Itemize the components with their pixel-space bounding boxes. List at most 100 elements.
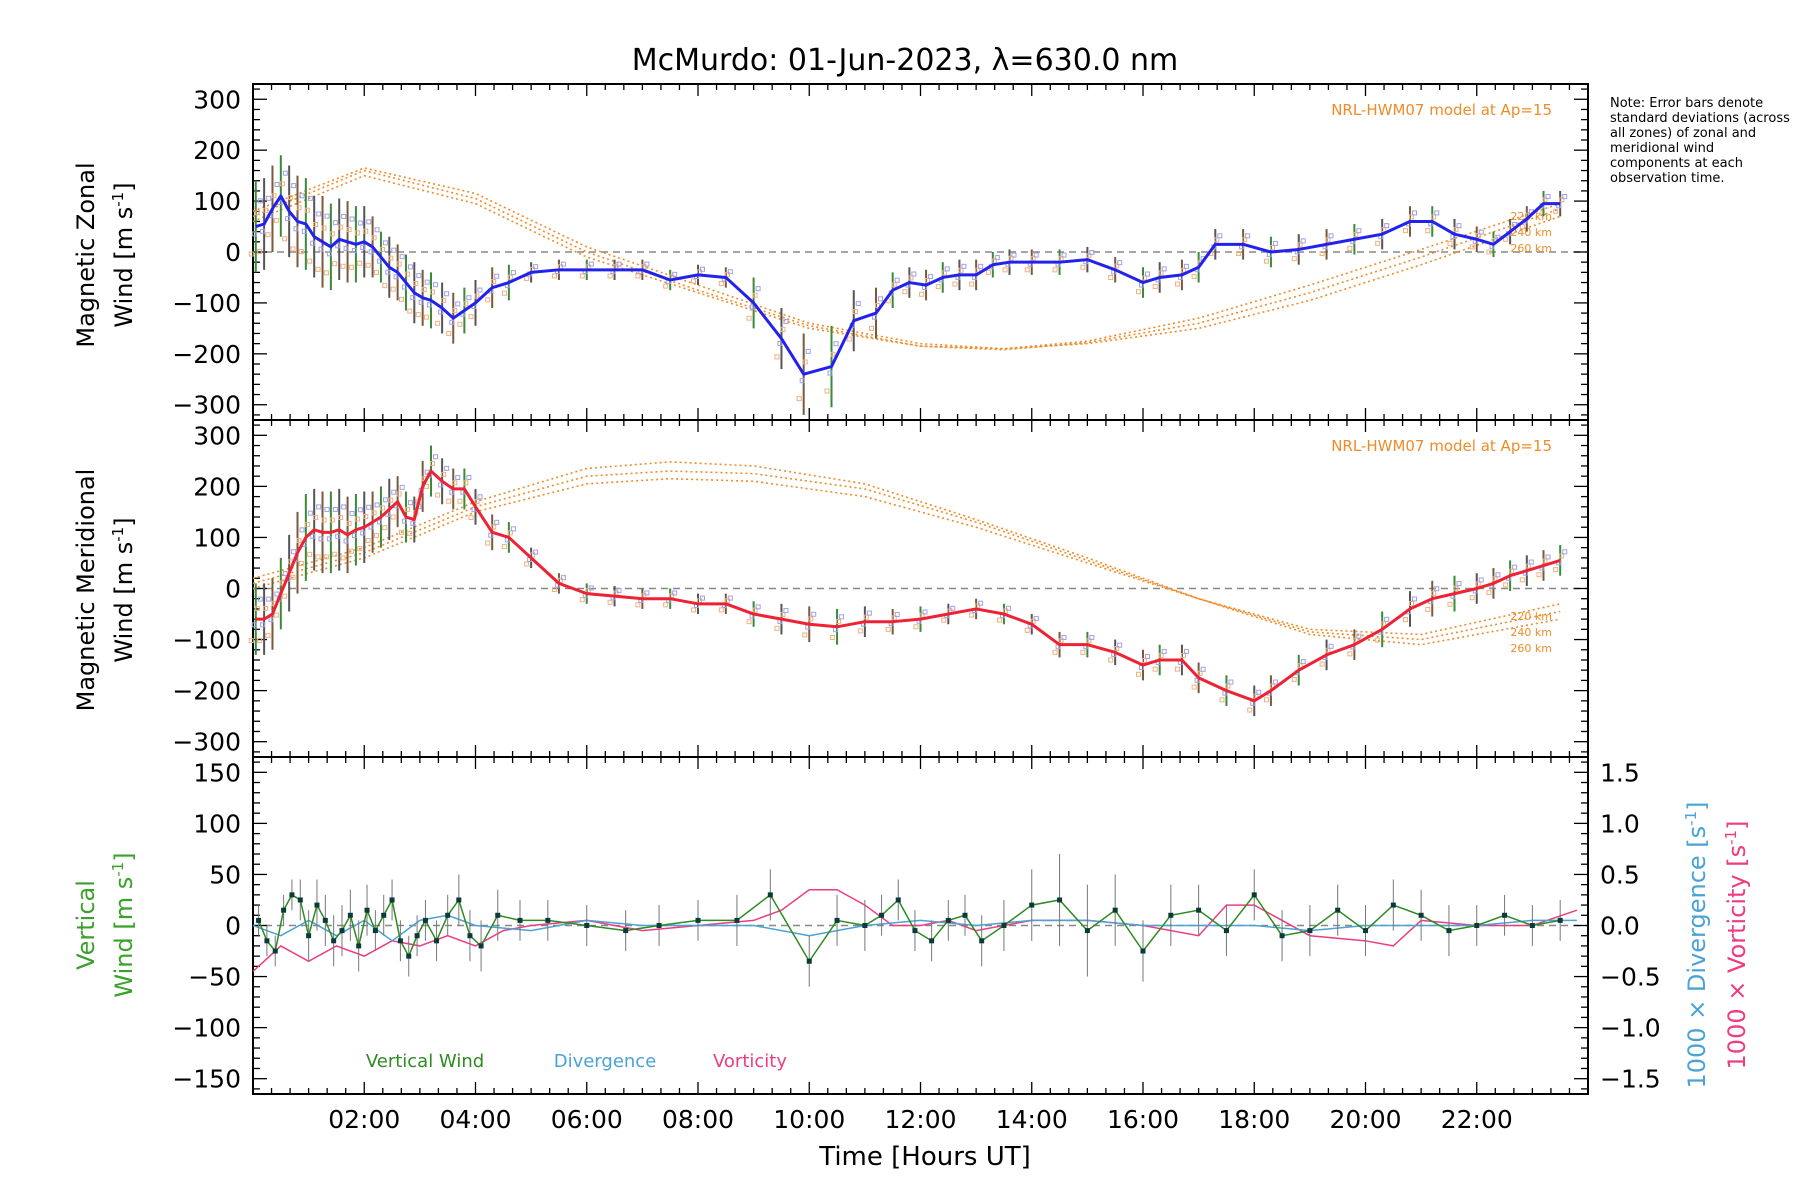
zonal-zone-point [672,271,678,277]
zonal-zone-point [410,295,416,301]
zonal-zone-point [1033,252,1039,258]
zonal-ylabel-line2: Wind [m s-1] [109,182,138,327]
meridional-zone-point [374,502,380,508]
meridional-zone-point [373,532,379,538]
meridional-zone-point [1191,684,1197,690]
zonal-zone-point [427,302,432,308]
x-axis-label: Time [Hours UT] [818,1142,1031,1172]
meridional-zone-point [1347,651,1353,657]
zonal-zone-point [390,286,396,292]
zonal-wind-line [255,194,1561,376]
zonal-zone-point [323,270,329,276]
meridional-zone-point [351,532,357,538]
meridional-zone-point [1086,638,1092,644]
meridional-zone-point [354,516,360,522]
zonal-zone-point [1503,236,1509,242]
zonal-zone-point [1447,240,1453,246]
zonal-zone-point [994,255,1000,261]
zonal-zone-point [393,274,399,280]
zonal-zone-point [855,301,861,307]
zonal-zone-point [1319,251,1325,257]
meridional-zone-point [839,614,845,620]
meridional-zone-point [260,622,266,628]
zonal-zone-point [326,251,332,257]
meridional-zone-point [507,530,513,536]
zonal-zone-point [271,193,277,199]
meridional-zone-point [401,518,407,524]
meridional-zone-point [382,525,388,531]
zonal-zone-point [291,183,297,189]
vertical-y2tick-label: 0.0 [1600,912,1640,941]
zonal-zone-point [279,181,285,187]
meridional-zone-point [1089,635,1095,641]
vertical-ytick-label: 100 [193,809,241,838]
meridional-zone-point [1272,679,1278,685]
zonal-zone-point [727,269,733,275]
zonal-zone-point [869,325,874,331]
vertical-wind-point [434,938,440,944]
vertical-wind-point [1474,923,1480,928]
zonal-zone-point [961,263,967,269]
zonal-zone-point [824,388,830,394]
meridional-zone-point [1174,666,1180,672]
zonal-zone-point [1136,289,1141,295]
zonal-zone-point [349,216,355,222]
divergence-y2label: 1000 × Divergence [s-1] [1682,801,1711,1088]
meridional-ylabel-line1: Magnetic Meridional [72,469,100,712]
vertical-wind-point [397,938,403,944]
zonal-zone-point [388,255,394,261]
meridional-zone-point [1300,659,1306,665]
zonal-zone-point [1475,232,1481,238]
vertical-wind-point [734,917,740,923]
zonal-zone-point [318,246,324,252]
x-tick-label: 12:00 [884,1105,956,1134]
zonal-zone-point [368,249,374,255]
zonal-zone-point [290,246,296,252]
zonal-zone-point [1152,284,1158,290]
meridional-zone-point [1495,572,1501,578]
vertical-y2tick-label: −1.5 [1600,1065,1661,1094]
zonal-zone-point [282,236,288,242]
zonal-zone-point [1058,255,1064,261]
vertical-wind-point [347,912,353,918]
meridional-zone-point [510,526,516,532]
zonal-zone-point [644,261,650,267]
meridional-zone-point [263,605,269,611]
zonal-zone-point [357,220,363,226]
meridional-zone-point [494,519,500,525]
zonal-zone-point [313,222,319,228]
meridional-zone-point [399,484,405,490]
meridional-zone-point [885,626,891,632]
zonal-zone-point [351,247,357,253]
vertical-wind-point [289,892,295,898]
zonal-zone-point [260,228,266,234]
x-tick-label: 10:00 [773,1105,845,1134]
vertical-y2tick-label: 0.5 [1600,860,1640,889]
zonal-zone-point [1486,249,1492,255]
zonal-zone-point [501,290,507,296]
vertical-wind-point [979,938,985,944]
zonal-zone-point [524,275,530,281]
meridional-zone-point [752,607,758,613]
meridional-zone-point [1431,590,1437,596]
meridional-zone-point [329,517,335,523]
meridional-zone-point [382,497,388,503]
meridional-zone-point [360,530,366,536]
zonal-zone-point [348,264,354,270]
meridional-zone-point [457,498,463,504]
zonal-zone-point [1456,223,1462,229]
meridional-zone-point [433,454,438,460]
zonal-zone-point [1356,228,1362,234]
vertical-wind-point [895,897,901,903]
zonal-zone-point [802,359,808,365]
meridional-zone-point [533,549,539,555]
zonal-zone-point [301,228,307,234]
vertical-y2tick-label: −0.5 [1600,963,1661,992]
meridional-zone-point [557,577,563,583]
zonal-zone-point [248,251,254,257]
zonal-zone-point [398,296,404,302]
meridional-zone-point [274,591,280,597]
meridional-zone-point [1512,564,1518,570]
zonal-zone-point [1217,233,1223,239]
